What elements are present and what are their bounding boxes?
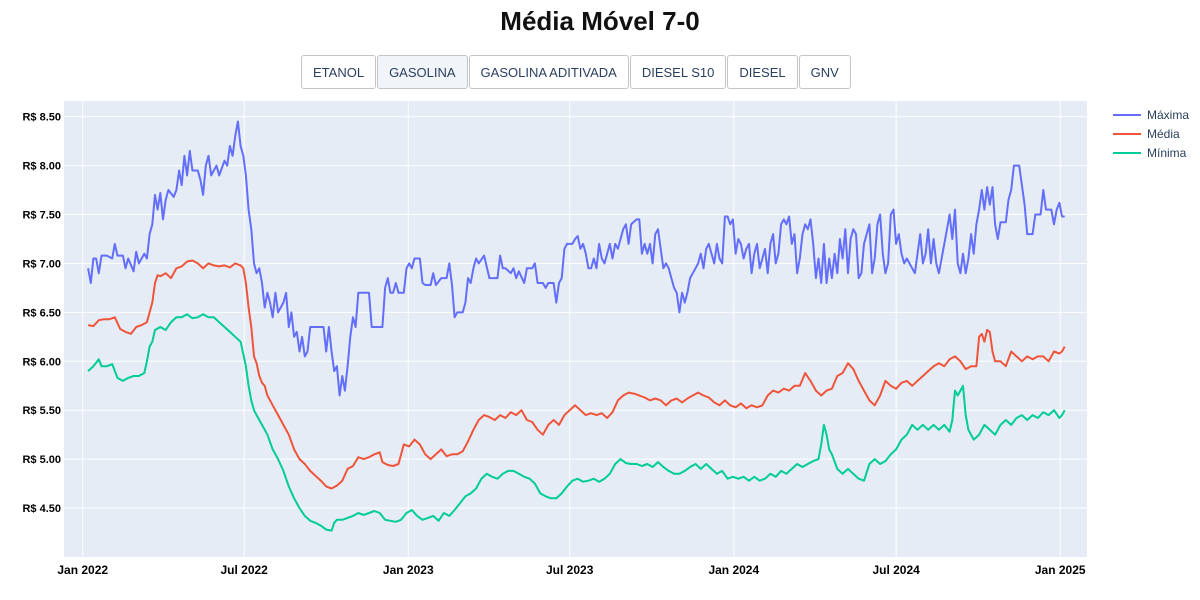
legend-label[interactable]: Máxima — [1147, 108, 1189, 122]
y-tick-label: R$ 6.50 — [22, 307, 61, 319]
x-tick-label: Jul 2023 — [546, 563, 594, 577]
x-tick-label: Jan 2024 — [708, 563, 759, 577]
x-axis-ticks: Jan 2022 Jul 2022 Jan 2023 Jul 2023 Jan 2024… — [57, 563, 1086, 577]
legend: Máxima Média Mínima — [1113, 108, 1189, 160]
legend-label[interactable]: Mínima — [1147, 146, 1187, 160]
y-tick-label: R$ 6.00 — [22, 356, 61, 368]
y-tick-label: R$ 8.50 — [22, 112, 61, 124]
x-tick-label: Jan 2022 — [57, 563, 108, 577]
y-axis-ticks: R$ 4.50 R$ 5.00 R$ 5.50 R$ 6.00 R$ 6.50 R$ 7.… — [22, 112, 61, 515]
y-tick-label: R$ 4.50 — [22, 503, 61, 515]
x-tick-label: Jan 2023 — [383, 563, 434, 577]
y-tick-label: R$ 7.00 — [22, 258, 61, 270]
x-tick-label: Jan 2025 — [1035, 563, 1086, 577]
x-tick-label: Jul 2022 — [220, 563, 268, 577]
y-tick-label: R$ 8.00 — [22, 161, 61, 173]
y-tick-label: R$ 5.50 — [22, 405, 61, 417]
x-tick-label: Jul 2024 — [872, 563, 920, 577]
legend-label[interactable]: Média — [1147, 127, 1180, 141]
y-tick-label: R$ 7.50 — [22, 210, 61, 222]
y-tick-label: R$ 5.00 — [22, 454, 61, 466]
